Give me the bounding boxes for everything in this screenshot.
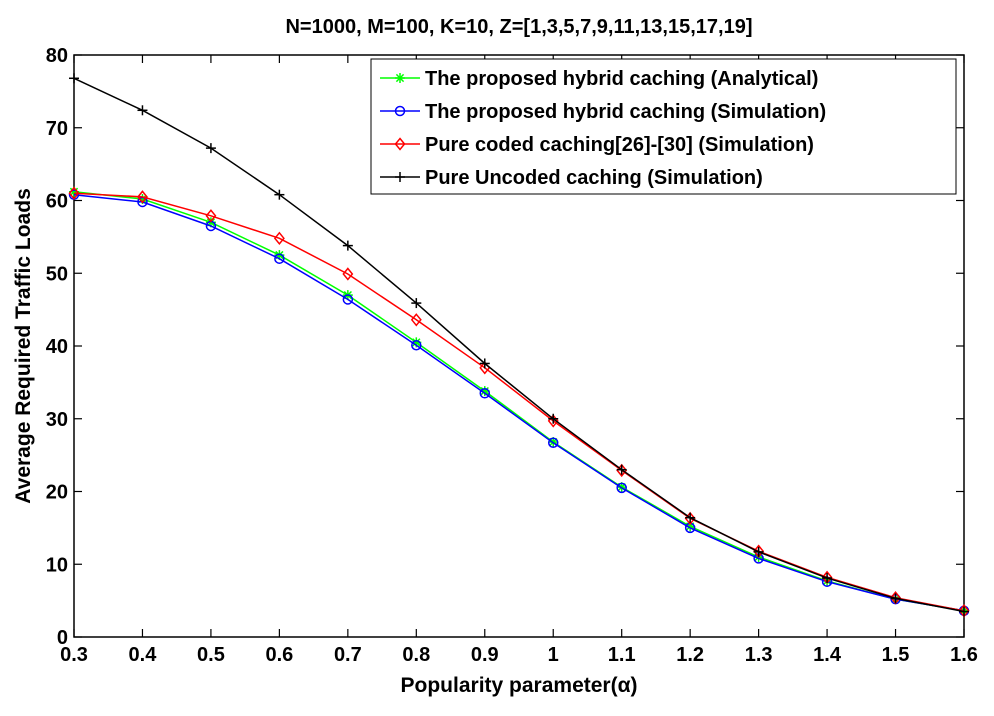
x-tick-label: 1.2 bbox=[676, 644, 704, 666]
data-point bbox=[342, 267, 354, 281]
y-tick-label: 50 bbox=[46, 263, 68, 285]
legend-label: The proposed hybrid caching (Simulation) bbox=[425, 101, 826, 123]
x-tick-label: 0.3 bbox=[60, 644, 88, 666]
data-point bbox=[342, 294, 354, 305]
legend-label: Pure Uncoded caching (Simulation) bbox=[425, 167, 763, 189]
y-tick-label: 80 bbox=[46, 45, 68, 67]
data-point bbox=[959, 606, 969, 617]
x-tick-label: 0.5 bbox=[197, 644, 225, 666]
data-point bbox=[410, 313, 422, 327]
x-tick-label: 1.5 bbox=[882, 644, 910, 666]
y-tick-label: 70 bbox=[46, 118, 68, 140]
data-point bbox=[68, 186, 80, 200]
y-tick-label: 0 bbox=[57, 627, 68, 649]
x-tick-label: 0.9 bbox=[471, 644, 499, 666]
data-point bbox=[822, 573, 833, 584]
data-point bbox=[136, 190, 148, 204]
x-tick-label: 1.4 bbox=[813, 644, 842, 666]
x-tick-label: 1.1 bbox=[608, 644, 636, 666]
data-point bbox=[395, 172, 405, 182]
data-point bbox=[479, 388, 491, 399]
legend-label: Pure coded caching[26]-[30] (Simulation) bbox=[425, 134, 814, 156]
data-point bbox=[616, 463, 628, 478]
data-point bbox=[479, 358, 490, 369]
data-point bbox=[616, 482, 627, 494]
y-tick-label: 60 bbox=[46, 191, 68, 213]
data-point bbox=[394, 105, 406, 117]
data-point bbox=[890, 593, 901, 604]
data-point bbox=[411, 340, 422, 351]
legend-item: The proposed hybrid caching (Analytical) bbox=[380, 68, 818, 90]
data-point bbox=[205, 143, 216, 154]
data-point bbox=[548, 413, 559, 424]
data-point bbox=[753, 546, 764, 557]
y-tick-label: 30 bbox=[46, 409, 68, 431]
series-line bbox=[73, 191, 965, 612]
data-point bbox=[274, 253, 285, 264]
y-tick-label: 40 bbox=[46, 336, 68, 358]
axis-ticks bbox=[73, 54, 965, 638]
data-point bbox=[137, 105, 148, 116]
data-point bbox=[411, 298, 422, 309]
data-point bbox=[616, 464, 627, 475]
x-tick-label: 0.4 bbox=[129, 644, 158, 666]
data-point bbox=[395, 73, 405, 83]
x-tick-label: 1 bbox=[548, 644, 559, 666]
x-tick-label: 0.6 bbox=[265, 644, 293, 666]
y-tick-label: 20 bbox=[46, 482, 68, 504]
data-point bbox=[273, 231, 285, 246]
series-2 bbox=[68, 189, 970, 617]
x-tick-label: 1.6 bbox=[950, 644, 978, 666]
x-tick-label: 0.8 bbox=[402, 644, 430, 666]
legend-label: The proposed hybrid caching (Analytical) bbox=[425, 68, 818, 90]
legend-item: Pure Uncoded caching (Simulation) bbox=[380, 167, 763, 189]
legend-item: The proposed hybrid caching (Simulation) bbox=[380, 101, 826, 123]
x-axis-title: Popularity parameter(α) bbox=[401, 674, 638, 697]
series-line bbox=[73, 77, 965, 613]
data-point bbox=[274, 189, 285, 200]
data-point bbox=[69, 73, 79, 84]
x-tick-labels: 0.3 0.4 0.5 0.6 0.7 0.8 0.9 1 1.1 1.2 1.3 1.4 1.5 1.6 bbox=[60, 644, 978, 666]
data-point bbox=[684, 511, 696, 526]
legend-item: Pure coded caching[26]-[30] (Simulation) bbox=[380, 134, 814, 156]
data-point bbox=[205, 209, 217, 223]
series-4 bbox=[69, 73, 969, 617]
legend-box bbox=[370, 58, 957, 195]
y-tick-label: 10 bbox=[46, 554, 68, 576]
x-tick-label: 1.3 bbox=[745, 644, 773, 666]
series-line bbox=[73, 193, 965, 612]
y-tick-labels: 0 10 20 30 40 50 60 70 80 bbox=[46, 45, 68, 649]
series-layer bbox=[68, 73, 970, 618]
data-point bbox=[394, 137, 406, 151]
legend: The proposed hybrid caching (Analytical)… bbox=[370, 58, 957, 195]
data-point bbox=[685, 512, 696, 523]
y-axis-title: Average Required Traffic Loads bbox=[12, 188, 35, 503]
x-tick-label: 0.7 bbox=[334, 644, 362, 666]
data-point bbox=[342, 240, 353, 251]
data-point bbox=[547, 437, 559, 449]
chart-title: N=1000, M=100, K=10, Z=[1,3,5,7,9,11,13,… bbox=[285, 16, 752, 38]
